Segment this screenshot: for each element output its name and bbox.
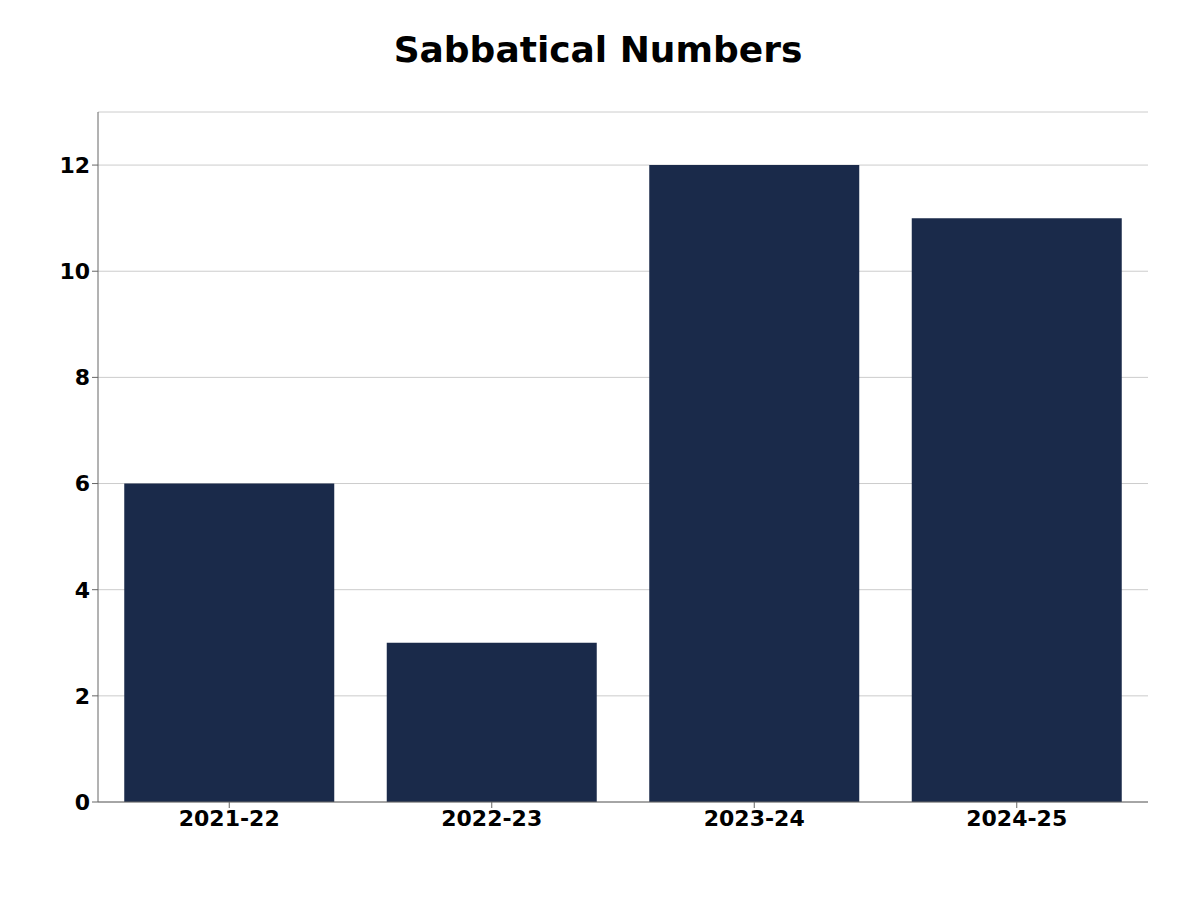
svg-text:10: 10 xyxy=(59,259,90,284)
svg-text:12: 12 xyxy=(59,153,90,178)
svg-text:2: 2 xyxy=(75,684,90,709)
svg-text:2021-22: 2021-22 xyxy=(179,806,280,831)
svg-text:2023-24: 2023-24 xyxy=(704,806,805,831)
svg-text:2022-23: 2022-23 xyxy=(441,806,542,831)
svg-text:4: 4 xyxy=(75,578,90,603)
svg-text:6: 6 xyxy=(75,471,90,496)
html-text:Sabbatical Numbers: Sabbatical Numbers xyxy=(393,29,803,70)
svg-text:2024-25: 2024-25 xyxy=(966,806,1067,831)
svg-text:0: 0 xyxy=(75,790,90,815)
svg-text:8: 8 xyxy=(75,365,90,390)
